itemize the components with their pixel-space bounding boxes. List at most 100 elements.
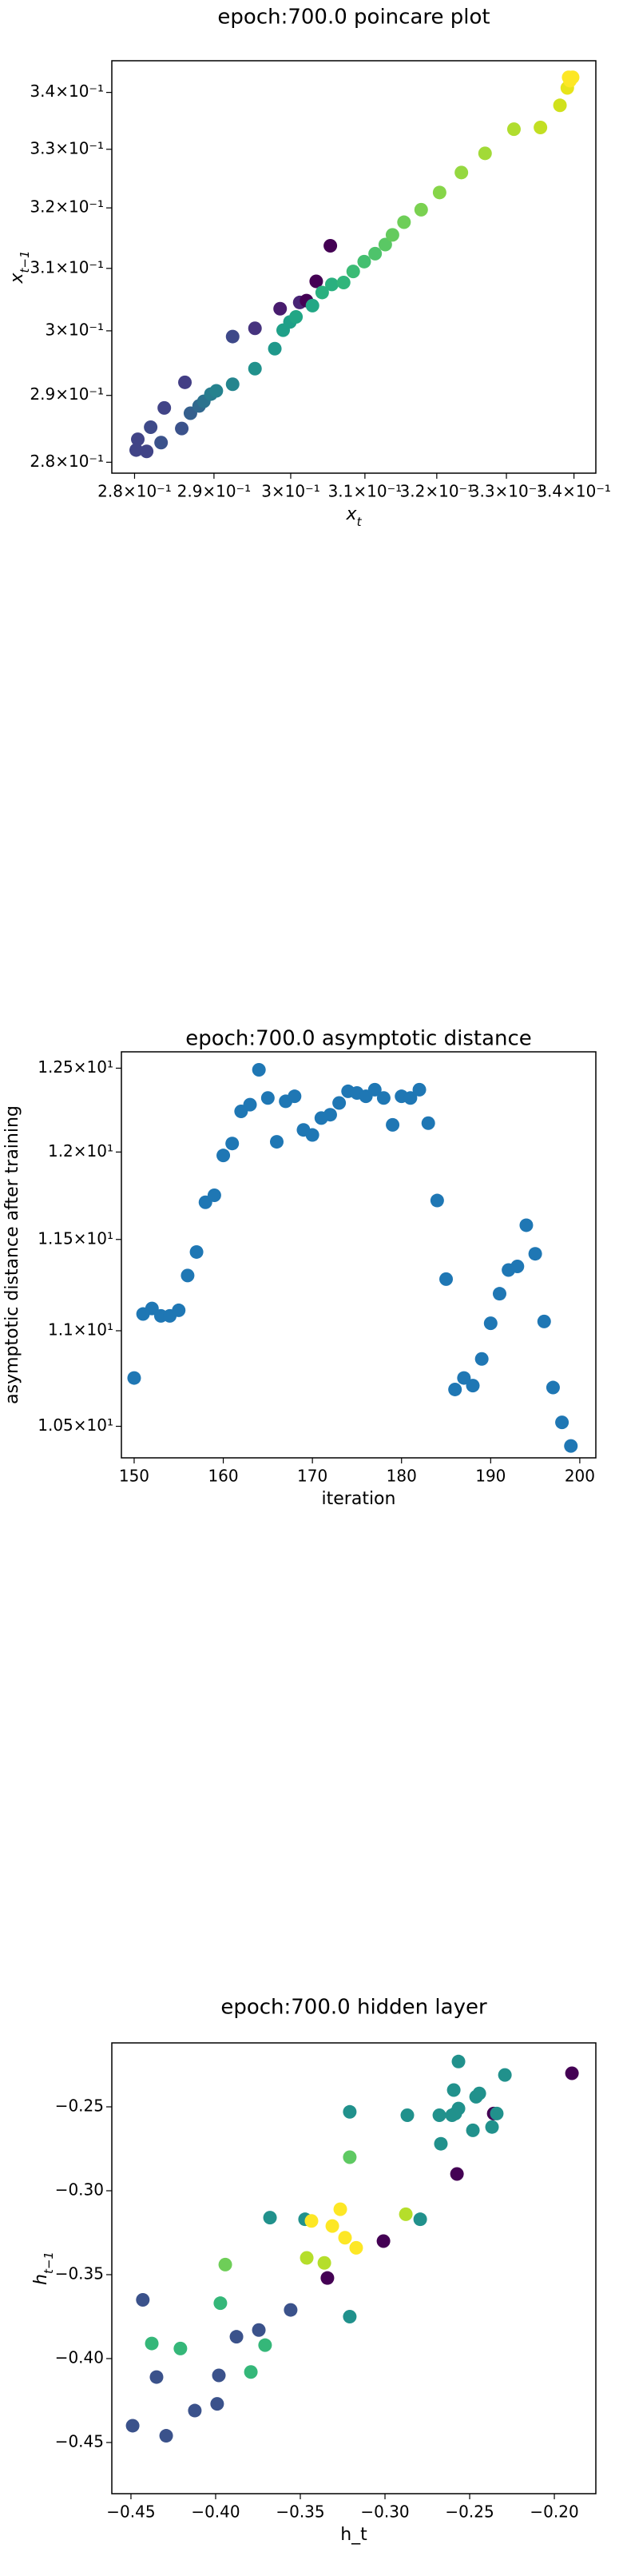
scatter-point bbox=[338, 2231, 352, 2245]
scatter-point bbox=[432, 2108, 446, 2123]
y-tick-label: 1.1×10¹ bbox=[48, 1320, 113, 1339]
scatter-point bbox=[564, 1439, 578, 1453]
x-tick-label: −0.30 bbox=[360, 2502, 409, 2522]
scatter-point bbox=[474, 1352, 489, 1366]
scatter-point bbox=[229, 2330, 244, 2344]
scatter-point bbox=[376, 1091, 391, 1105]
x-tick-label: 3.2×10⁻¹ bbox=[400, 482, 474, 501]
scatter-point bbox=[537, 1314, 551, 1328]
scatter-point bbox=[145, 2336, 159, 2351]
scatter-point bbox=[300, 2251, 314, 2265]
x-axis-label: xt bbox=[346, 504, 363, 529]
plot-frame bbox=[121, 1051, 597, 1459]
scatter-point bbox=[333, 2202, 347, 2216]
scatter-point bbox=[357, 254, 371, 269]
x-axis-label-base: x bbox=[346, 504, 358, 524]
scatter-point bbox=[434, 2136, 448, 2151]
x-tick-label: 2.9×10⁻¹ bbox=[177, 482, 252, 501]
scatter-point bbox=[349, 2240, 363, 2255]
scatter-point bbox=[173, 2341, 188, 2355]
y-tick-label: 1.2×10¹ bbox=[48, 1141, 113, 1161]
scatter-point bbox=[159, 2429, 173, 2443]
y-tick-label: 1.25×10¹ bbox=[38, 1057, 113, 1077]
scatter-point bbox=[421, 1116, 435, 1130]
scatter-point bbox=[368, 246, 383, 261]
scatter-point bbox=[492, 1287, 506, 1301]
scatter-point bbox=[466, 1379, 480, 1393]
scatter-point bbox=[534, 120, 548, 134]
scatter-point bbox=[125, 2419, 140, 2433]
scatter-point bbox=[485, 2120, 499, 2134]
scatter-point bbox=[510, 1259, 525, 1273]
scatter-point bbox=[129, 443, 144, 457]
scatter-point bbox=[258, 2338, 272, 2352]
y-tick-label: −0.25 bbox=[55, 2096, 104, 2116]
scatter-point bbox=[154, 436, 169, 450]
scatter-point bbox=[454, 165, 469, 180]
scatter-point bbox=[399, 2207, 413, 2221]
scatter-point bbox=[466, 2123, 480, 2137]
scatter-point bbox=[305, 1128, 319, 1142]
scatter-point bbox=[450, 2167, 464, 2181]
scatter-point bbox=[209, 384, 224, 398]
scatter-point bbox=[332, 1096, 347, 1110]
chart-title: epoch:700.0 hidden layer bbox=[220, 1996, 487, 2020]
scatter-point bbox=[248, 361, 262, 376]
scatter-point bbox=[284, 2303, 298, 2317]
scatter-point bbox=[304, 2214, 319, 2228]
scatter-point bbox=[263, 2211, 277, 2225]
scatter-point bbox=[216, 1149, 231, 1163]
scatter-point bbox=[157, 400, 172, 415]
scatter-point bbox=[149, 2370, 164, 2384]
x-tick-label: 200 bbox=[565, 1467, 595, 1486]
scatter-point bbox=[317, 2255, 331, 2270]
scatter-point bbox=[553, 98, 567, 113]
scatter-point bbox=[528, 1247, 542, 1261]
scatter-point bbox=[555, 1415, 569, 1430]
scatter-point bbox=[483, 1316, 498, 1331]
scatter-point bbox=[225, 1137, 240, 1151]
y-tick-label: 1.15×10¹ bbox=[38, 1228, 113, 1248]
y-axis-label: ht−1 bbox=[31, 2252, 56, 2285]
chart-title: epoch:700.0 asymptotic distance bbox=[185, 1027, 532, 1051]
scatter-point bbox=[210, 2397, 224, 2411]
scatter-point bbox=[207, 1188, 221, 1202]
x-tick-label: 2.8×10⁻¹ bbox=[97, 482, 172, 501]
y-axis-label: asymptotic distance after training bbox=[2, 1105, 22, 1404]
chart-title: epoch:700.0 poincare plot bbox=[217, 6, 490, 30]
y-tick-label: 3.1×10⁻¹ bbox=[30, 257, 104, 277]
scatter-point bbox=[448, 1382, 462, 1396]
scatter-point bbox=[451, 2054, 466, 2068]
scatter-point bbox=[446, 2083, 461, 2097]
scatter-point bbox=[270, 1135, 284, 1149]
y-axis-label-subscript: t−1 bbox=[18, 250, 32, 273]
scatter-point bbox=[189, 1244, 204, 1259]
scatter-point bbox=[490, 2106, 504, 2120]
scatter-point bbox=[305, 298, 319, 313]
plot-frame bbox=[111, 2042, 597, 2494]
scatter-point bbox=[367, 1082, 382, 1097]
scatter-point bbox=[457, 1371, 471, 1385]
scatter-point bbox=[378, 237, 392, 252]
x-tick-label: −0.20 bbox=[530, 2502, 578, 2522]
scatter-point bbox=[472, 2086, 486, 2100]
scatter-point bbox=[145, 1301, 159, 1316]
x-tick-label: 3.4×10⁻¹ bbox=[537, 482, 611, 501]
x-tick-label: −0.45 bbox=[106, 2502, 155, 2522]
scatter-point bbox=[430, 1193, 444, 1208]
x-axis-label: h_t bbox=[340, 2525, 367, 2545]
scatter-point bbox=[172, 1303, 186, 1317]
x-tick-label: 3.3×10⁻¹ bbox=[470, 482, 544, 501]
scatter-point bbox=[268, 341, 282, 356]
y-tick-label: 3.3×10⁻¹ bbox=[30, 138, 104, 157]
x-tick-label: 160 bbox=[208, 1467, 238, 1486]
y-tick-label: −0.40 bbox=[55, 2347, 104, 2367]
scatter-point bbox=[244, 2365, 258, 2379]
scatter-point bbox=[386, 1117, 400, 1132]
y-tick-label: 2.9×10⁻¹ bbox=[30, 384, 104, 404]
scatter-point bbox=[519, 1218, 534, 1232]
scatter-point bbox=[315, 285, 329, 300]
y-tick-label: 3.2×10⁻¹ bbox=[30, 197, 104, 217]
scatter-point bbox=[414, 202, 428, 217]
